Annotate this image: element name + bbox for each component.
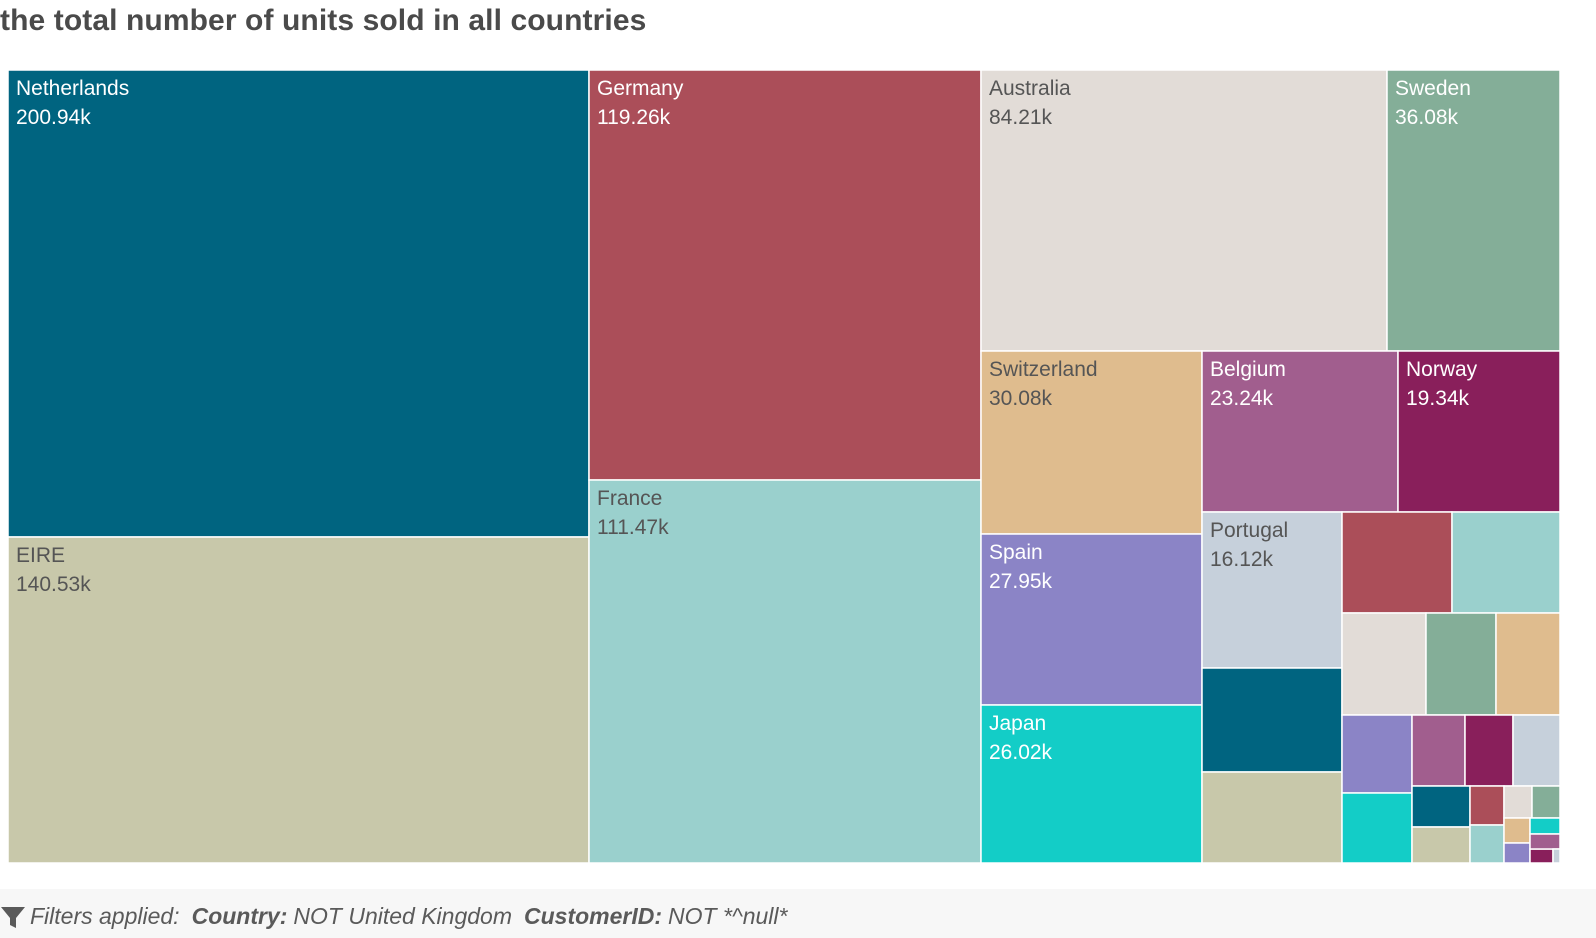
tile-australia[interactable]: Australia 84.21k (980, 69, 1388, 352)
tile-rect-spain[interactable] (980, 533, 1203, 706)
tile-rect-japan[interactable] (980, 704, 1203, 864)
tile-small-4[interactable] (1451, 511, 1561, 614)
tile-netherlands[interactable]: Netherlands 200.94k (7, 69, 590, 538)
tile-value-japan: 26.02k (989, 741, 1053, 764)
tile-small-6[interactable] (1425, 612, 1497, 716)
tile-small-14[interactable] (1469, 785, 1505, 826)
tile-rect-france[interactable] (588, 479, 982, 864)
tile-rect-netherlands[interactable] (7, 69, 590, 538)
tile-belgium[interactable]: Belgium 23.24k (1201, 350, 1399, 513)
tile-small-7[interactable] (1495, 612, 1561, 716)
tile-small-24[interactable] (1552, 848, 1561, 864)
tile-france[interactable]: France 111.47k (588, 479, 982, 864)
tile-label-sweden: Sweden (1395, 77, 1471, 100)
tile-value-switzerland: 30.08k (989, 387, 1053, 410)
tile-small-21[interactable] (1503, 842, 1531, 864)
tile-label-germany: Germany (597, 77, 684, 100)
tile-small-2[interactable] (1201, 771, 1343, 864)
tile-small-5[interactable] (1341, 612, 1427, 716)
tile-small-9[interactable] (1411, 714, 1466, 787)
filter-icon (1, 906, 25, 928)
tile-label-portugal: Portugal (1210, 519, 1288, 542)
tile-small-8[interactable] (1341, 714, 1413, 794)
tile-value-germany: 119.26k (597, 106, 671, 129)
filter-key-customerid: CustomerID: (524, 903, 663, 929)
tile-rect-sweden[interactable] (1386, 69, 1561, 352)
tile-rect-australia[interactable] (980, 69, 1388, 352)
tile-small-17[interactable] (1411, 826, 1471, 864)
tile-small-22[interactable] (1529, 848, 1554, 864)
tile-small-3[interactable] (1341, 511, 1453, 614)
filters-label: Filters applied: (30, 903, 180, 929)
tile-value-australia: 84.21k (989, 106, 1053, 129)
tile-small-13[interactable] (1411, 785, 1471, 828)
tile-sweden[interactable]: Sweden 36.08k (1386, 69, 1561, 352)
tile-label-japan: Japan (989, 712, 1046, 735)
tile-label-australia: Australia (989, 77, 1071, 100)
tile-rect-portugal[interactable] (1201, 511, 1343, 669)
filter-key-country: Country: (191, 903, 288, 929)
tile-switzerland[interactable]: Switzerland 30.08k (980, 350, 1203, 535)
treemap-chart: Netherlands 200.94k EIRE 140.53k Germany 119.… (7, 69, 1561, 864)
chart-title: the total number of units sold in all co… (0, 4, 647, 37)
tile-rect-switzerland[interactable] (980, 350, 1203, 535)
tile-label-norway: Norway (1406, 358, 1478, 381)
tile-value-belgium: 23.24k (1210, 387, 1274, 410)
tile-portugal[interactable]: Portugal 16.12k (1201, 511, 1343, 669)
tile-small-10[interactable] (1464, 714, 1514, 787)
tile-label-spain: Spain (989, 541, 1043, 564)
tile-value-sweden: 36.08k (1395, 106, 1459, 129)
tile-eire[interactable]: EIRE 140.53k (7, 536, 590, 864)
tile-japan[interactable]: Japan 26.02k (980, 704, 1203, 864)
tile-spain[interactable]: Spain 27.95k (980, 533, 1203, 706)
tile-label-belgium: Belgium (1210, 358, 1286, 381)
tile-small-19[interactable] (1503, 817, 1531, 844)
tile-germany[interactable]: Germany 119.26k (588, 69, 982, 481)
tile-value-norway: 19.34k (1406, 387, 1470, 410)
tile-small-16[interactable] (1531, 785, 1561, 819)
tile-value-france: 111.47k (597, 516, 669, 539)
filters-applied: Filters applied: Country: NOT United Kin… (0, 903, 799, 930)
tile-small-1[interactable] (1201, 667, 1343, 773)
tile-label-netherlands: Netherlands (16, 77, 129, 100)
filter-bar (0, 889, 1596, 938)
tile-small-11[interactable] (1512, 714, 1561, 787)
filter-value-customerid: NOT *^null* (668, 903, 788, 929)
tile-label-switzerland: Switzerland (989, 358, 1098, 381)
tile-value-eire: 140.53k (16, 573, 91, 596)
tile-label-eire: EIRE (16, 544, 65, 567)
tile-small-12[interactable] (1341, 792, 1413, 864)
tile-norway[interactable]: Norway 19.34k (1397, 350, 1561, 513)
tile-value-portugal: 16.12k (1210, 548, 1274, 571)
tile-value-spain: 27.95k (989, 570, 1053, 593)
tile-rect-germany[interactable] (588, 69, 982, 481)
filter-value-country: NOT United Kingdom (293, 903, 512, 929)
tile-small-15[interactable] (1503, 785, 1533, 819)
tile-rect-eire[interactable] (7, 536, 590, 864)
tile-small-23[interactable] (1529, 833, 1561, 850)
tile-small-20[interactable] (1529, 817, 1561, 835)
tile-label-france: France (597, 487, 662, 510)
tile-value-netherlands: 200.94k (16, 106, 91, 129)
tile-small-18[interactable] (1469, 824, 1505, 864)
